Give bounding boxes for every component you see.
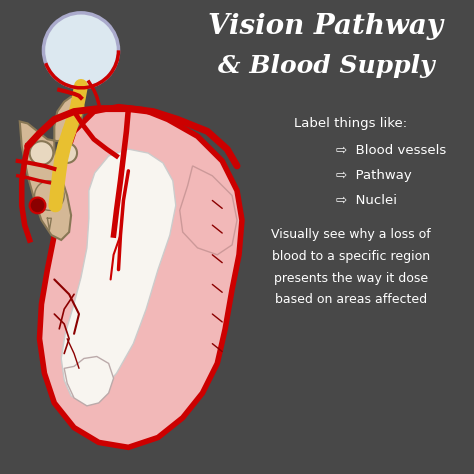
Text: Label things like:: Label things like: (294, 117, 407, 129)
Polygon shape (180, 166, 237, 255)
Polygon shape (39, 107, 242, 447)
Polygon shape (20, 97, 84, 240)
Text: ⇨  Nuclei: ⇨ Nuclei (336, 193, 397, 207)
Text: based on areas affected: based on areas affected (274, 293, 427, 306)
Circle shape (35, 181, 64, 210)
Circle shape (44, 13, 118, 88)
Text: & Blood Supply: & Blood Supply (218, 55, 434, 78)
Text: blood to a specific region: blood to a specific region (272, 250, 429, 263)
Text: Vision Pathway: Vision Pathway (209, 13, 443, 40)
Text: ⇨  Pathway: ⇨ Pathway (336, 169, 411, 182)
Polygon shape (61, 149, 176, 403)
Circle shape (57, 143, 77, 163)
Polygon shape (64, 356, 114, 406)
Text: ⇨  Blood vessels: ⇨ Blood vessels (336, 144, 446, 157)
Circle shape (30, 141, 54, 165)
Circle shape (30, 198, 46, 213)
Text: presents the way it dose: presents the way it dose (273, 272, 428, 284)
Text: Visually see why a loss of: Visually see why a loss of (271, 228, 430, 241)
